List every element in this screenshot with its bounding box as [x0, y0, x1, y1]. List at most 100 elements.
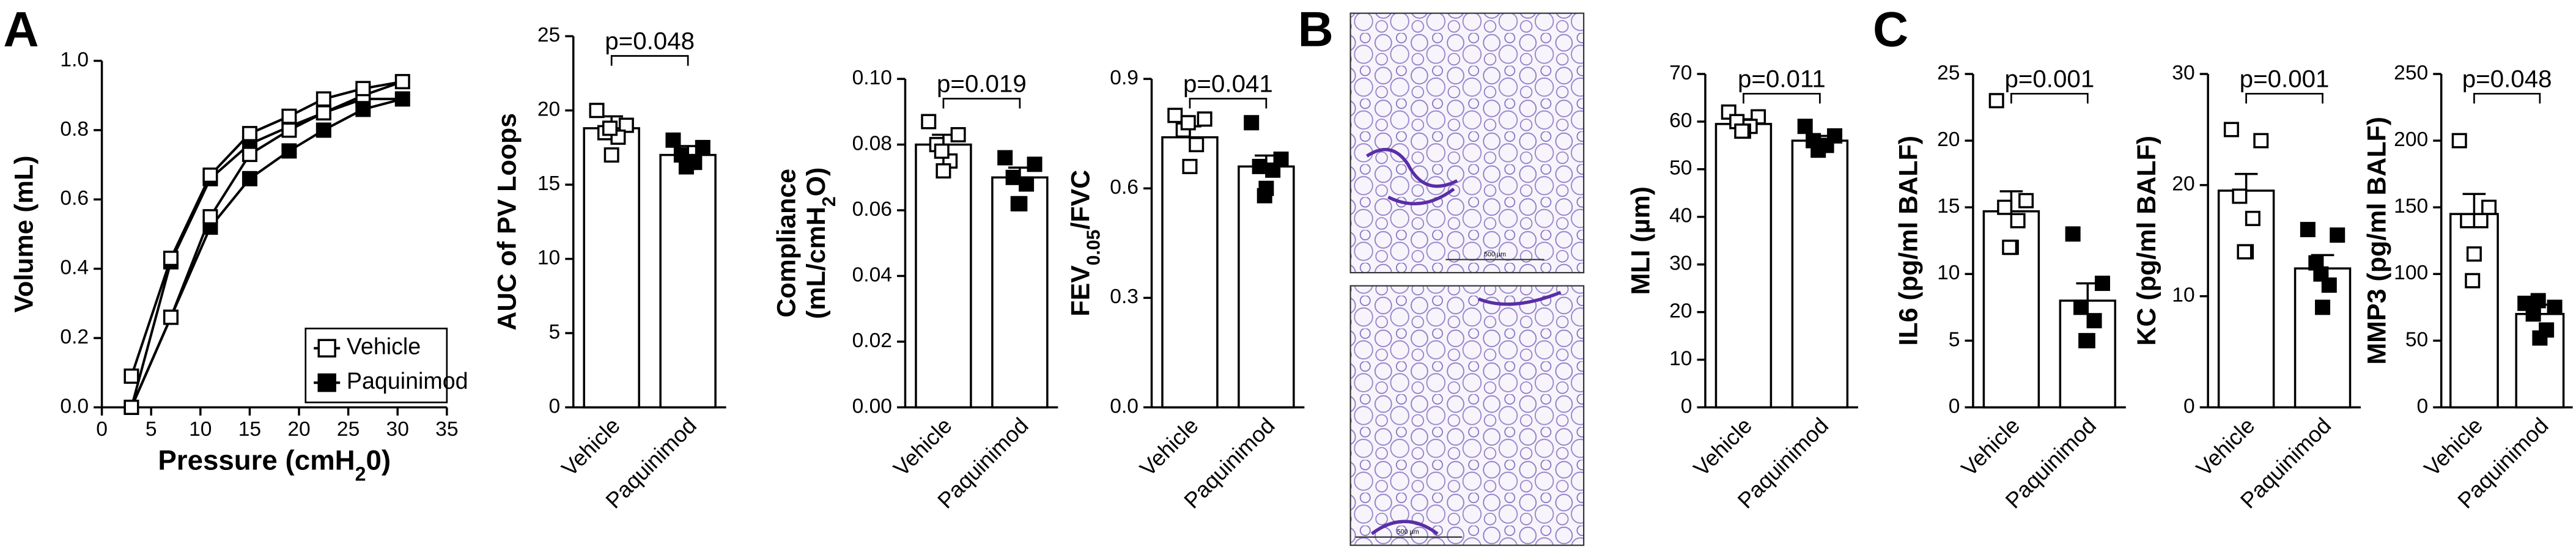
y-tick-label: 20: [2172, 173, 2194, 196]
y-axis-label: IL6 (pg/ml BALF): [1894, 136, 1924, 346]
histology-image: [1349, 12, 1585, 274]
scale-bar-label: 500 µm: [1484, 251, 1506, 258]
y-tick-label: 40: [1669, 205, 1692, 227]
data-point: [2010, 213, 2026, 229]
data-point: [202, 167, 218, 183]
data-point: [2078, 332, 2094, 348]
data-point: [1182, 158, 1198, 174]
p-value: p=0.048: [605, 28, 695, 55]
data-point: [124, 399, 139, 415]
data-point: [1005, 169, 1021, 185]
data-point: [2065, 226, 2081, 242]
y-tick-label: 70: [1669, 62, 1692, 84]
data-point: [1019, 176, 1035, 192]
data-point: [603, 147, 619, 163]
significance-bracket: [2010, 92, 2089, 104]
legend-marker: [317, 339, 336, 358]
significance-bracket: [942, 98, 1021, 109]
data-point: [316, 105, 331, 121]
x-tick-label: Vehicle: [1956, 413, 2024, 481]
data-point: [2530, 293, 2546, 309]
x-tick-label: 20: [287, 418, 310, 441]
panel-label: C: [1873, 2, 1908, 57]
y-tick-label: 25: [537, 24, 560, 46]
y-tick-label: 0.6: [60, 187, 89, 210]
x-tick-label: Vehicle: [888, 413, 957, 481]
significance-bracket: [1189, 98, 1268, 109]
x-tick-label: 35: [435, 418, 458, 441]
data-point: [665, 132, 681, 148]
data-point: [2466, 246, 2482, 262]
data-point: [2086, 313, 2102, 329]
x-tick-label: 10: [189, 418, 212, 441]
y-axis-label-part: /FVC: [1066, 170, 1095, 230]
bar: [2449, 213, 2499, 409]
data-point: [281, 143, 297, 159]
y-tick-label: 30: [2172, 62, 2194, 84]
p-value: p=0.048: [2462, 65, 2552, 93]
y-tick-label: 100: [2394, 262, 2428, 284]
bar: [659, 153, 717, 409]
y-tick-label: 0.8: [60, 118, 89, 141]
data-point: [281, 108, 297, 124]
y-tick-label: 0.06: [852, 198, 892, 221]
y-tick-label: 15: [1937, 195, 1960, 218]
y-tick-label: 1.0: [60, 48, 89, 71]
data-point: [2451, 133, 2467, 149]
y-tick-label: 0: [1681, 395, 1692, 417]
data-point: [589, 103, 605, 119]
x-tick-label: Vehicle: [556, 413, 625, 481]
data-point: [2321, 277, 2337, 293]
y-tick-label: 0: [2416, 395, 2428, 417]
data-point: [242, 126, 257, 142]
bar: [583, 127, 640, 409]
bar: [1791, 139, 1849, 409]
y-tick-label: 5: [549, 321, 561, 343]
y-tick-label: 0.08: [852, 132, 892, 155]
p-value: p=0.019: [937, 70, 1027, 98]
data-point: [163, 309, 179, 325]
data-point: [394, 91, 410, 107]
data-point: [124, 368, 139, 384]
y-axis-label-part: 0.05: [1083, 230, 1104, 266]
x-axis-label: Pressure (cmH20): [158, 445, 391, 485]
p-value: p=0.011: [1738, 65, 1826, 93]
y-tick-label: 0.3: [1110, 285, 1139, 308]
data-point: [2300, 222, 2316, 238]
data-point: [281, 122, 297, 138]
y-tick-label: 250: [2394, 62, 2428, 84]
scale-bar-label: 500 µm: [1397, 528, 1419, 535]
bar: [1714, 123, 1773, 409]
data-point: [2525, 306, 2541, 322]
data-point: [1265, 162, 1281, 178]
y-tick-label: 0.02: [852, 329, 892, 352]
data-point: [2002, 240, 2018, 255]
data-point: [2547, 299, 2563, 315]
y-tick-label: 10: [1669, 347, 1692, 370]
y-axis-label: (mL/cmH2O): [802, 167, 840, 319]
data-point: [1810, 142, 1826, 158]
data-point: [1189, 137, 1205, 153]
y-axis-label-part: 2: [819, 196, 839, 207]
bar: [2217, 189, 2275, 409]
data-point: [2330, 227, 2345, 243]
data-point: [921, 114, 937, 130]
data-point: [936, 163, 951, 179]
y-tick-label: 150: [2394, 195, 2428, 218]
data-point: [242, 147, 257, 163]
data-point: [1273, 151, 1289, 167]
x-tick-label: 5: [146, 418, 157, 441]
y-tick-label: 0.04: [852, 263, 892, 286]
histology-images: 500 µm 500 µm: [1349, 12, 1585, 546]
significance-bracket: [1743, 92, 1821, 104]
significance-bracket: [2473, 92, 2541, 104]
data-point: [2315, 299, 2331, 315]
y-tick-label: 0.0: [1110, 395, 1139, 417]
data-point: [678, 159, 694, 175]
y-tick-label: 0.10: [852, 67, 892, 89]
data-point: [1027, 156, 1043, 172]
legend-label: Vehicle: [347, 334, 421, 359]
x-axis-label-part: 2: [355, 463, 366, 485]
data-point: [1010, 196, 1026, 211]
